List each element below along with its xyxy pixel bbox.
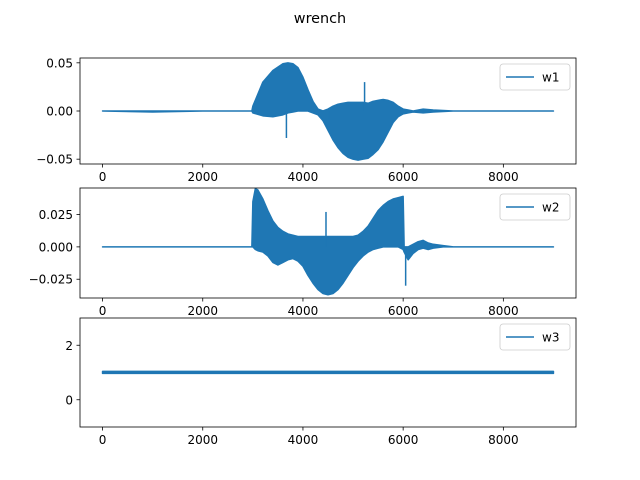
x-tick-label: 6000 xyxy=(388,433,419,447)
x-tick-label: 4000 xyxy=(288,170,319,184)
axes-frame xyxy=(79,187,577,299)
subplot-2: 0 2000 4000 6000 8000 −0.025 0.000 0.025 w2 xyxy=(29,187,577,318)
legend-box xyxy=(499,193,571,221)
series-w3-band xyxy=(101,370,555,375)
legend-label: w2 xyxy=(542,201,559,215)
axes-layer: 0 2000 4000 6000 8000 −0.05 0.00 0.05 w1 0 2000 400… xyxy=(29,56,577,447)
x-tick-label: 6000 xyxy=(388,170,419,184)
plot-area xyxy=(101,62,555,161)
x-tick-label: 2000 xyxy=(187,433,218,447)
x-tick-label: 0 xyxy=(99,304,107,318)
legend: w3 xyxy=(499,323,571,351)
y-tick-label: 2 xyxy=(65,339,73,353)
legend-box xyxy=(499,63,571,91)
y-tick-label: 0.00 xyxy=(46,105,73,119)
legend-box xyxy=(499,323,571,351)
subplot-1: 0 2000 4000 6000 8000 −0.05 0.00 0.05 w1 xyxy=(36,56,577,184)
x-tick-label: 8000 xyxy=(488,433,519,447)
plot-area xyxy=(101,370,555,375)
x-tick-label: 8000 xyxy=(488,170,519,184)
x-tick-label: 0 xyxy=(99,433,107,447)
legend-label: w1 xyxy=(542,71,559,85)
subplot-3: 0 2000 4000 6000 8000 0 2 w3 xyxy=(65,317,577,447)
figure-title: wrench xyxy=(294,11,346,27)
plot-area xyxy=(101,188,555,296)
y-tick-label: −0.05 xyxy=(36,153,73,167)
y-tick-label: −0.025 xyxy=(29,273,73,287)
series-w2-band xyxy=(101,188,555,296)
series-w1-band xyxy=(101,62,555,161)
y-tick-label: 0 xyxy=(65,393,73,407)
y-tick-label: 0.025 xyxy=(39,208,73,222)
x-tick-label: 2000 xyxy=(187,304,218,318)
x-tick-label: 0 xyxy=(99,170,107,184)
x-tick-label: 8000 xyxy=(488,304,519,318)
legend: w2 xyxy=(499,193,571,221)
legend: w1 xyxy=(499,63,571,91)
y-tick-label: 0.05 xyxy=(46,56,73,70)
x-tick-label: 4000 xyxy=(288,433,319,447)
x-tick-label: 4000 xyxy=(288,304,319,318)
x-tick-label: 2000 xyxy=(187,170,218,184)
x-tick-label: 6000 xyxy=(388,304,419,318)
axes-frame xyxy=(79,317,577,428)
y-tick-label: 0.000 xyxy=(39,240,73,254)
legend-label: w3 xyxy=(542,331,559,345)
